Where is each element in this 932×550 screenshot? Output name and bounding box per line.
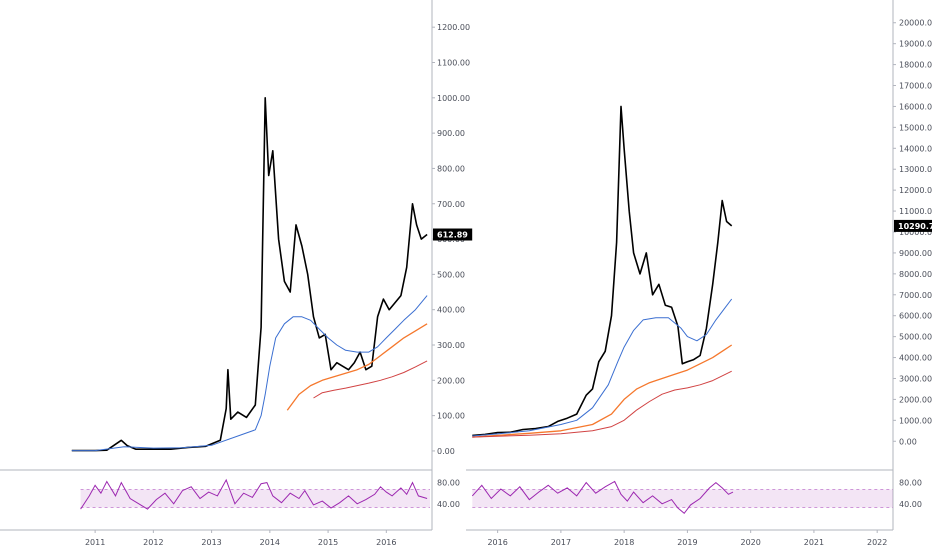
y-tick-label: 4000.00 [899, 354, 932, 363]
y-tick-label: 1000.00 [899, 416, 932, 425]
series-price [472, 105, 733, 437]
y-tick-label: 10000.00 [899, 228, 932, 237]
x-tick-label: 2016 [487, 538, 507, 547]
y-tick-label: 13000.00 [899, 165, 932, 174]
y-tick-label: 300.00 [437, 341, 465, 350]
x-tick-label: 2017 [551, 538, 571, 547]
x-tick-label: 2018 [614, 538, 634, 547]
x-tick-label: 2016 [376, 538, 396, 547]
y-tick-label: 800.00 [437, 164, 465, 173]
last-price-label: 10290.79 [898, 222, 932, 231]
series-price [71, 97, 428, 452]
x-tick-label: 2019 [677, 538, 697, 547]
series-ma-orange [286, 323, 428, 411]
right-chart-panel: 0.00 1000.00 2000.00 3000.00 4000.00 5000.00 6… [466, 0, 932, 547]
y-tick-label: 1100.00 [437, 59, 470, 68]
y-tick-label: 700.00 [437, 200, 465, 209]
rsi-line [80, 478, 428, 510]
series-ma-blue [71, 295, 428, 452]
series-ma-orange [472, 344, 733, 438]
y-tick-label: 1000.00 [437, 94, 470, 103]
rsi-band [80, 489, 430, 508]
y-tick-label: 14000.00 [899, 144, 932, 153]
y-tick-label: 0.00 [437, 447, 455, 456]
y-tick-label: 16000.00 [899, 102, 932, 111]
y-tick-label: 500.00 [437, 270, 465, 279]
y-tick-label: 17000.00 [899, 82, 932, 91]
y-tick-label: 15000.00 [899, 123, 932, 132]
y-tick-label: 100.00 [437, 412, 465, 421]
y-tick-label: 1200.00 [437, 23, 470, 32]
x-tick-label: 2011 [85, 538, 105, 547]
y-tick-label: 5000.00 [899, 333, 932, 342]
rsi-tick-label: 80.00 [437, 479, 460, 488]
y-tick-label: 900.00 [437, 129, 465, 138]
rsi-tick-label: 40.00 [899, 500, 922, 509]
y-tick-label: 6000.00 [899, 312, 932, 321]
y-tick-label: 9000.00 [899, 249, 932, 258]
x-tick-label: 2014 [260, 538, 280, 547]
series-ma-blue [472, 298, 733, 437]
y-tick-label: 8000.00 [899, 270, 932, 279]
y-tick-label: 2000.00 [899, 395, 932, 404]
series-ma-red [472, 370, 732, 438]
y-tick-label: 19000.00 [899, 40, 932, 49]
y-tick-label: 3000.00 [899, 374, 932, 383]
last-price-label: 612.89 [437, 231, 468, 240]
series-ma-red [313, 360, 428, 399]
y-tick-label: 20000.00 [899, 19, 932, 28]
y-tick-label: 7000.00 [899, 291, 932, 300]
y-tick-label: 12000.00 [899, 186, 932, 195]
last-price-badge [433, 228, 473, 241]
y-tick-label: 0.00 [899, 437, 917, 446]
rsi-band [472, 489, 893, 508]
y-tick-label: 400.00 [437, 306, 465, 315]
left-chart-panel: 0.00100.00200.00300.00400.00500.00600.00… [0, 0, 473, 547]
y-tick-label: 18000.00 [899, 61, 932, 70]
x-tick-label: 2013 [201, 538, 221, 547]
y-tick-label: 11000.00 [899, 207, 932, 216]
rsi-line [471, 480, 734, 515]
x-tick-label: 2021 [804, 538, 824, 547]
y-tick-label: 200.00 [437, 376, 465, 385]
x-tick-label: 2015 [318, 538, 338, 547]
x-tick-label: 2012 [143, 538, 163, 547]
x-tick-label: 2022 [867, 538, 887, 547]
rsi-tick-label: 40.00 [437, 500, 460, 509]
rsi-tick-label: 80.00 [899, 479, 922, 488]
last-price-badge [894, 219, 932, 232]
x-tick-label: 2020 [740, 538, 760, 547]
